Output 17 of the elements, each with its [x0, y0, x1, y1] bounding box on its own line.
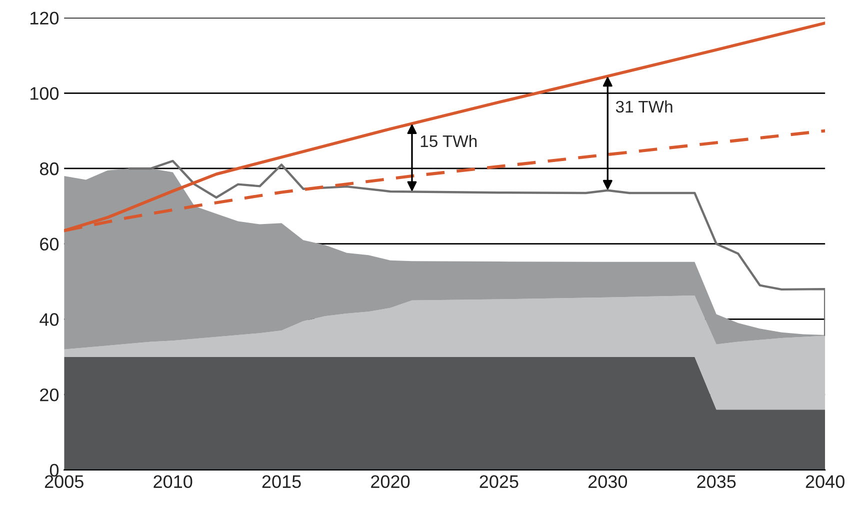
- x-tick-label: 2030: [588, 475, 628, 488]
- y-tick-label: 100: [30, 87, 59, 100]
- x-tick-label: 2005: [44, 475, 84, 488]
- y-tick-label: 40: [40, 313, 59, 326]
- x-tick-label: 2040: [806, 475, 844, 488]
- x-tick-label: 2020: [371, 475, 410, 488]
- annotation: 31 TWh: [616, 100, 672, 113]
- annotation: 15 TWh: [420, 134, 477, 148]
- x-tick-label: 2035: [697, 475, 736, 488]
- y-tick-label: 60: [40, 238, 59, 251]
- y-tick-label: 80: [40, 162, 59, 176]
- x-tick-label: 2025: [480, 475, 518, 488]
- x-tick-label: 2015: [262, 475, 301, 488]
- y-tick-label: 20: [40, 388, 59, 402]
- y-tick-label: 120: [30, 12, 59, 24]
- x-tick-label: 2010: [154, 475, 192, 488]
- y-tick-label: 0: [50, 464, 59, 477]
